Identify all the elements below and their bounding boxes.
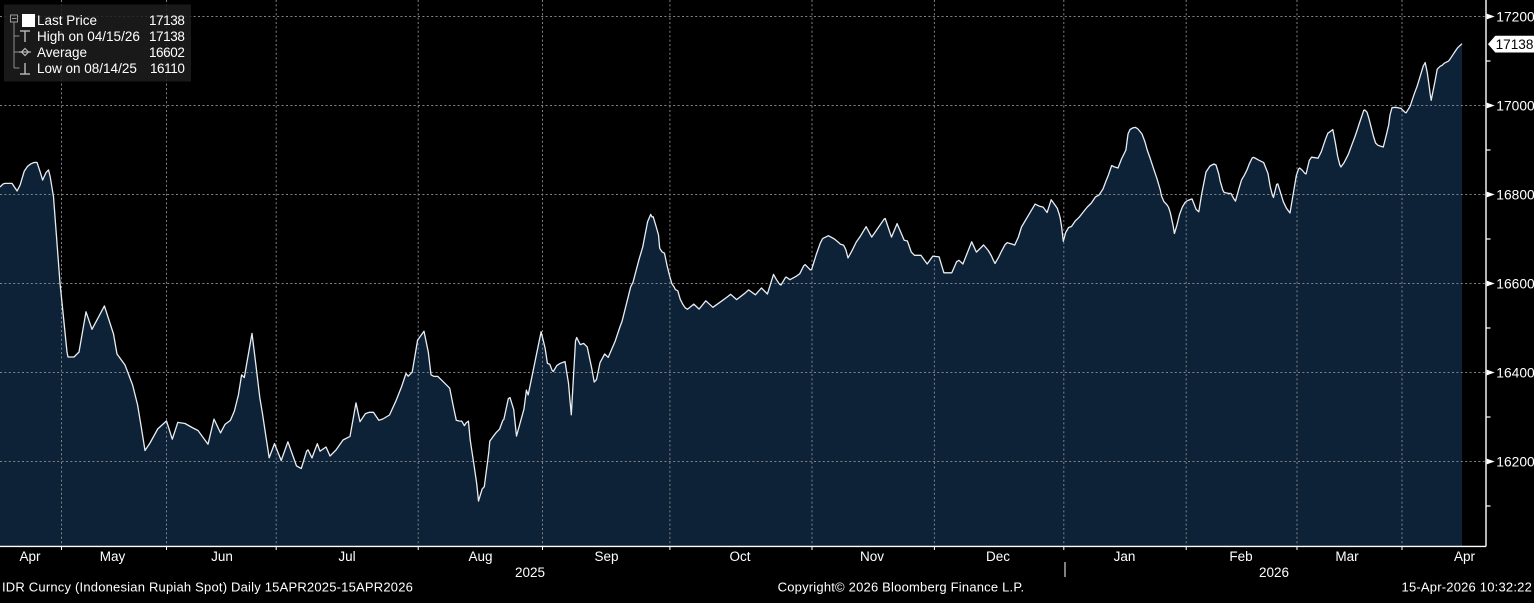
svg-text:Last Price: Last Price — [37, 13, 97, 28]
svg-text:Apr: Apr — [19, 549, 41, 564]
svg-text:16800: 16800 — [1496, 187, 1534, 202]
svg-text:Dec: Dec — [986, 549, 1010, 564]
svg-text:17138: 17138 — [149, 29, 185, 44]
svg-text:15-Apr-2026 10:32:22: 15-Apr-2026 10:32:22 — [1402, 580, 1532, 595]
svg-text:17200: 17200 — [1496, 9, 1534, 24]
svg-text:IDR Curncy (Indonesian Rupiah: IDR Curncy (Indonesian Rupiah Spot) Dail… — [2, 580, 413, 595]
svg-text:High on 04/15/26: High on 04/15/26 — [37, 29, 140, 44]
svg-text:Low on 08/14/25: Low on 08/14/25 — [37, 61, 137, 76]
svg-text:Oct: Oct — [729, 549, 750, 564]
svg-text:17138: 17138 — [1496, 37, 1534, 52]
svg-text:Sep: Sep — [594, 549, 618, 564]
svg-text:16200: 16200 — [1496, 454, 1534, 469]
svg-text:2025: 2025 — [515, 565, 545, 580]
svg-text:16400: 16400 — [1496, 365, 1534, 380]
svg-text:Feb: Feb — [1229, 549, 1252, 564]
svg-text:Jul: Jul — [338, 549, 355, 564]
svg-text:Jan: Jan — [1114, 549, 1136, 564]
svg-text:16110: 16110 — [150, 61, 185, 76]
svg-text:Average: Average — [37, 45, 87, 60]
svg-text:16600: 16600 — [1496, 276, 1534, 291]
svg-text:Nov: Nov — [860, 549, 884, 564]
svg-text:17000: 17000 — [1496, 98, 1534, 113]
svg-text:Copyright© 2026 Bloomberg Fina: Copyright© 2026 Bloomberg Finance L.P. — [778, 580, 1025, 595]
svg-text:2026: 2026 — [1259, 565, 1289, 580]
svg-text:Jun: Jun — [211, 549, 233, 564]
svg-text:Mar: Mar — [1335, 549, 1359, 564]
svg-text:17138: 17138 — [149, 13, 185, 28]
svg-text:Apr: Apr — [1454, 549, 1476, 564]
svg-text:16602: 16602 — [149, 45, 185, 60]
svg-text:Aug: Aug — [468, 549, 492, 564]
svg-text:May: May — [100, 549, 126, 564]
